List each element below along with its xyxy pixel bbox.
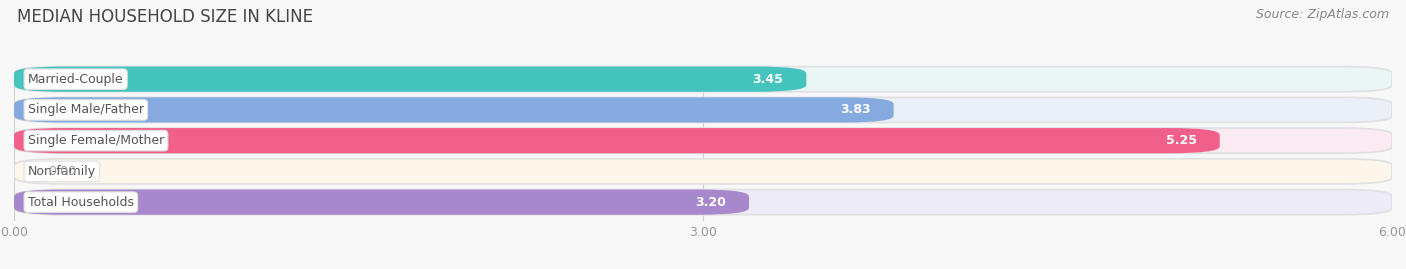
Text: 0.00: 0.00 xyxy=(48,165,76,178)
FancyBboxPatch shape xyxy=(14,66,1392,92)
Text: Single Male/Father: Single Male/Father xyxy=(28,103,143,116)
Text: Total Households: Total Households xyxy=(28,196,134,209)
FancyBboxPatch shape xyxy=(14,190,749,215)
FancyBboxPatch shape xyxy=(14,128,1392,153)
Text: 3.20: 3.20 xyxy=(695,196,725,209)
Text: 5.25: 5.25 xyxy=(1166,134,1197,147)
FancyBboxPatch shape xyxy=(14,97,894,122)
Text: Single Female/Mother: Single Female/Mother xyxy=(28,134,165,147)
Text: Non-family: Non-family xyxy=(28,165,96,178)
FancyBboxPatch shape xyxy=(14,97,1392,122)
Text: Married-Couple: Married-Couple xyxy=(28,73,124,86)
Text: Source: ZipAtlas.com: Source: ZipAtlas.com xyxy=(1256,8,1389,21)
FancyBboxPatch shape xyxy=(14,128,1219,153)
FancyBboxPatch shape xyxy=(14,159,1392,184)
Text: MEDIAN HOUSEHOLD SIZE IN KLINE: MEDIAN HOUSEHOLD SIZE IN KLINE xyxy=(17,8,314,26)
FancyBboxPatch shape xyxy=(14,66,807,92)
Text: 3.83: 3.83 xyxy=(839,103,870,116)
Text: 3.45: 3.45 xyxy=(752,73,783,86)
FancyBboxPatch shape xyxy=(14,190,1392,215)
